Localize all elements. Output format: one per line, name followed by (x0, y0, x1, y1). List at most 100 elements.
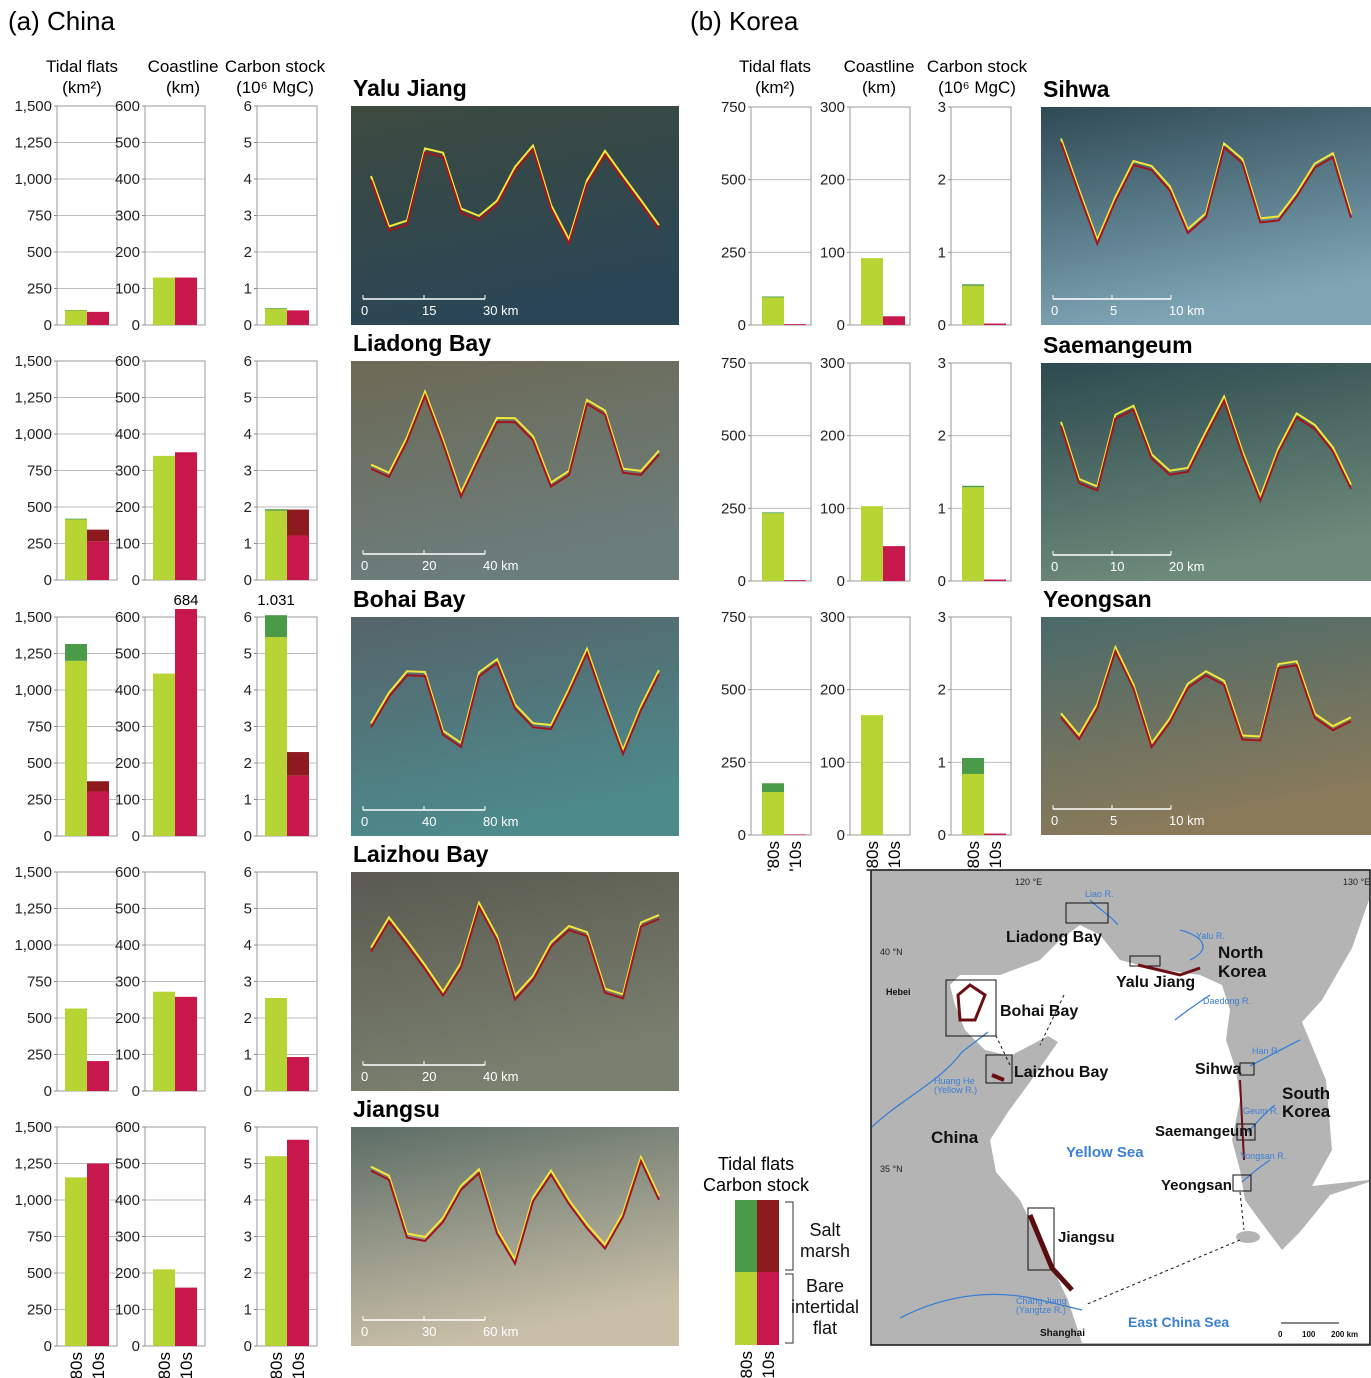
map-island (1236, 1231, 1260, 1243)
scale-label: 15 (422, 303, 436, 318)
y-tick-label: 4 (244, 426, 252, 443)
bar-segment (87, 781, 109, 791)
y-tick-label: 1 (244, 1047, 252, 1064)
bar-segment (784, 834, 806, 835)
bar-segment (962, 758, 984, 774)
plot-frame (751, 107, 811, 325)
y-tick-label: 0 (938, 827, 946, 844)
bars (265, 308, 309, 325)
y-tick-label: 300 (115, 974, 140, 991)
y-tick-label: 5 (244, 646, 252, 663)
x-tick-label: '80s (964, 841, 983, 872)
annotation: 1.031 (257, 592, 295, 609)
image-title: Sihwa (1043, 76, 1110, 102)
panel-title: (a) China (8, 6, 115, 36)
y-tick-label: 1,500 (14, 98, 52, 115)
bar-segment (153, 992, 175, 1091)
y-tick-label: 750 (27, 719, 52, 736)
y-tick-label: 6 (244, 609, 252, 626)
bar-segment (962, 284, 984, 285)
y-tick-label: 300 (115, 1229, 140, 1246)
scale-label: 0 (1051, 813, 1058, 828)
y-tick-label: 2 (244, 1265, 252, 1282)
y-tick-label: 0 (44, 1083, 52, 1100)
y-tick-label: 500 (27, 244, 52, 261)
column-header: Tidal flats (739, 57, 811, 76)
satellite-image (351, 617, 679, 836)
y-tick-label: 750 (27, 208, 52, 225)
map-label: Daedong R. (1203, 996, 1251, 1006)
y-tick-label: 2 (938, 428, 946, 445)
y-tick-label: 1,000 (14, 1192, 52, 1209)
y-tick-label: 250 (27, 792, 52, 809)
map-label: Han R. (1252, 1046, 1280, 1056)
y-tick-label: 1,000 (14, 426, 52, 443)
y-tick-label: 500 (27, 1010, 52, 1027)
bar-segment (65, 1009, 87, 1091)
bar-segment (175, 997, 197, 1091)
x-tick-label: 10s (289, 1352, 308, 1378)
legend-swatch (735, 1272, 757, 1345)
y-tick-label: 1,500 (14, 1119, 52, 1136)
scale-label: 0 (361, 814, 368, 829)
x-tick-label: 80s (155, 1352, 174, 1378)
scale-label: 0 (1051, 559, 1058, 574)
y-tick-label: 750 (721, 355, 746, 372)
y-tick-label: 6 (244, 1119, 252, 1136)
y-tick-label: 500 (115, 135, 140, 152)
image-title: Yalu Jiang (353, 75, 467, 101)
bar-segment (65, 1177, 87, 1346)
y-tick-label: 1,000 (14, 171, 52, 188)
bars (265, 1140, 309, 1346)
bars (762, 783, 806, 835)
column-unit: (km) (862, 78, 896, 97)
legend-category: 10s (759, 1351, 778, 1378)
map-label: South (1282, 1084, 1330, 1103)
y-tick-label: 0 (132, 828, 140, 845)
map-label: 40 °N (880, 947, 903, 957)
bar-segment (287, 776, 309, 836)
y-tick-label: 300 (820, 609, 845, 626)
bars (962, 284, 1006, 325)
satellite-image (1041, 363, 1371, 581)
bar-segment (762, 783, 784, 792)
bar-segment (265, 509, 287, 510)
bars (861, 506, 905, 581)
satellite-image (351, 872, 679, 1091)
y-tick-label: 0 (837, 573, 845, 590)
bars (153, 278, 197, 325)
y-tick-label: 1 (938, 754, 946, 771)
y-tick-label: 0 (738, 827, 746, 844)
y-tick-label: 200 (115, 244, 140, 261)
x-tick-label: 80s (67, 1352, 86, 1378)
image-title: Liadong Bay (353, 330, 491, 356)
y-tick-label: 1,000 (14, 682, 52, 699)
bars (153, 992, 197, 1091)
bars (65, 1164, 109, 1347)
scale-label: 80 km (483, 814, 518, 829)
y-tick-label: 300 (820, 355, 845, 372)
bar-segment (175, 452, 197, 580)
map-label: Geum R. (1243, 1106, 1279, 1116)
y-tick-label: 1,250 (14, 901, 52, 918)
bar-segment (287, 310, 309, 325)
y-tick-label: 6 (244, 353, 252, 370)
satellite-image (351, 106, 679, 325)
bar-segment (265, 511, 287, 580)
y-tick-label: 1 (938, 500, 946, 517)
y-tick-label: 750 (27, 1229, 52, 1246)
satellite-image (1041, 617, 1371, 835)
x-tick-label: 10s (177, 1352, 196, 1378)
y-tick-label: 0 (244, 572, 252, 589)
y-tick-label: 500 (115, 646, 140, 663)
y-tick-label: 0 (132, 1338, 140, 1355)
legend-swatch (735, 1200, 757, 1272)
y-tick-label: 400 (115, 1192, 140, 1209)
y-tick-label: 100 (115, 536, 140, 553)
y-tick-label: 0 (244, 317, 252, 334)
bar-segment (762, 297, 784, 325)
y-tick-label: 500 (27, 755, 52, 772)
y-tick-label: 0 (44, 828, 52, 845)
column-unit: (km²) (62, 78, 102, 97)
y-tick-label: 500 (721, 428, 746, 445)
